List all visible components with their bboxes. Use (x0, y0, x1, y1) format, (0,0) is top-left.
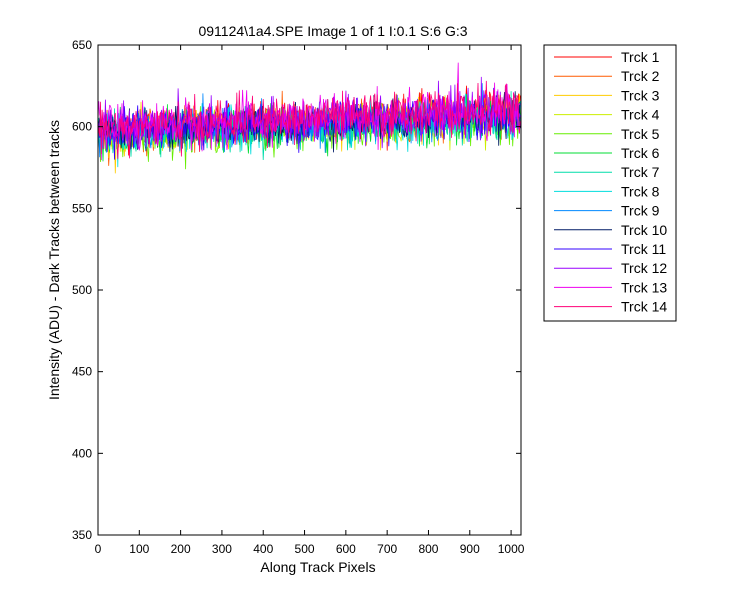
legend-label: Trck 14 (621, 299, 667, 315)
legend-label: Trck 10 (621, 222, 667, 238)
legend-label: Trck 5 (621, 126, 660, 142)
series-layer (98, 62, 521, 174)
legend-label: Trck 11 (621, 241, 666, 257)
x-tick-label: 700 (377, 542, 397, 556)
x-tick-label: 900 (460, 542, 480, 556)
y-tick-label: 450 (72, 365, 92, 379)
legend-label: Trck 12 (621, 260, 667, 276)
x-tick-label: 800 (418, 542, 438, 556)
y-tick-label: 600 (72, 120, 92, 134)
y-tick-label: 500 (72, 283, 92, 297)
y-tick-label: 350 (72, 528, 92, 542)
series-line-trck-14 (98, 80, 521, 159)
legend-label: Trck 3 (621, 87, 660, 103)
x-tick-label: 500 (295, 542, 315, 556)
chart-title: 091124\1a4.SPE Image 1 of 1 I:0.1 S:6 G:… (198, 23, 467, 39)
legend-label: Trck 2 (621, 68, 660, 84)
legend-box (543, 44, 677, 322)
x-tick-label: 1000 (498, 542, 525, 556)
legend-label: Trck 7 (621, 164, 660, 180)
legend-label: Trck 13 (621, 279, 667, 295)
y-axis-label: Intensity (ADU) - Dark Tracks between tr… (46, 120, 62, 400)
legend-label: Trck 9 (621, 203, 660, 219)
x-tick-label: 0 (95, 542, 102, 556)
y-axis-ticks: 350 400 450 500 550 600 650 (72, 38, 521, 542)
x-axis-ticks: 0 100 200 300 400 500 600 700 800 900 1000 (95, 45, 525, 556)
x-tick-label: 400 (253, 542, 273, 556)
y-tick-label: 550 (72, 201, 92, 215)
x-tick-label: 200 (171, 542, 191, 556)
x-axis-label: Along Track Pixels (260, 559, 375, 575)
legend-label: Trck 8 (621, 183, 660, 199)
series-line-trck-13 (98, 62, 521, 161)
y-tick-label: 650 (72, 38, 92, 52)
legend: Trck 1 Trck 2 Trck 3 Trck 4 Trck 5 Trck 6 Trck… (543, 44, 677, 322)
legend-label: Trck 4 (621, 107, 660, 123)
x-tick-label: 600 (336, 542, 356, 556)
x-tick-label: 100 (129, 542, 149, 556)
x-tick-label: 300 (212, 542, 232, 556)
legend-label: Trck 1 (621, 49, 660, 65)
y-tick-label: 400 (72, 446, 92, 460)
legend-label: Trck 6 (621, 145, 660, 161)
